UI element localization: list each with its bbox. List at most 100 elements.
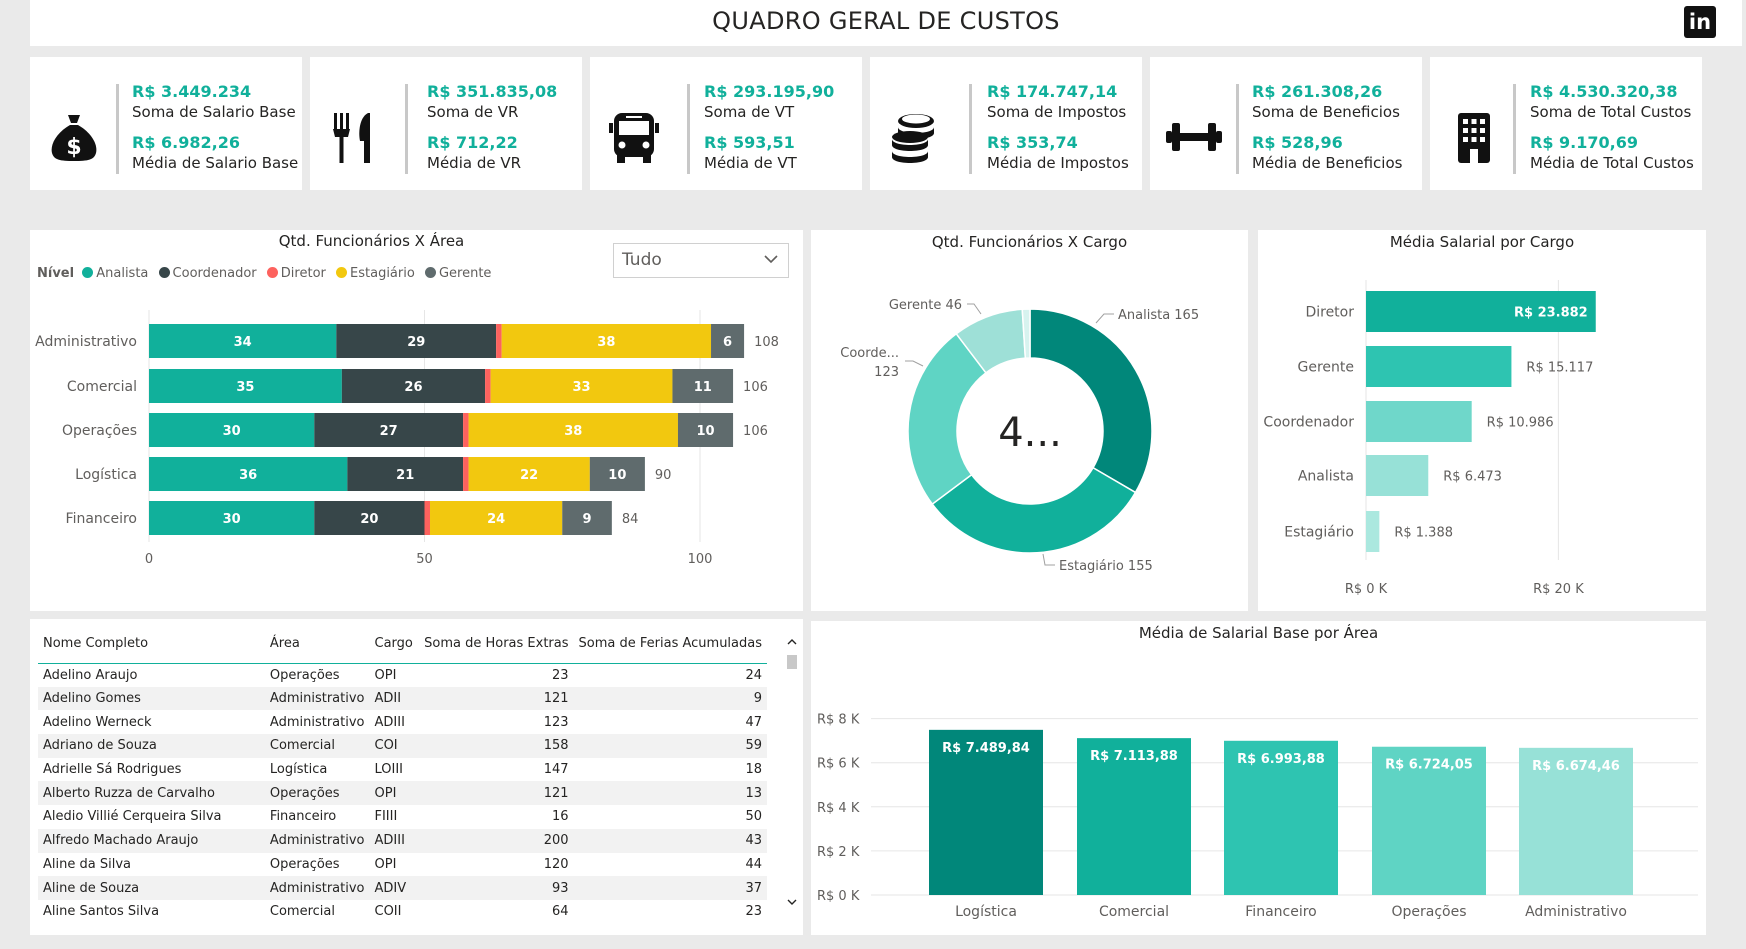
- table-row[interactable]: Adelino Werneck Administrativo ADIII 123 47: [38, 710, 767, 734]
- table-row[interactable]: Adrielle Sá Rodrigues Logística LOIII 147 18: [38, 758, 767, 782]
- kpi-avg-label: Média de VT: [704, 154, 797, 172]
- chevron-down-icon: [764, 255, 778, 264]
- x-tick-label: R$ 0 K: [1345, 582, 1388, 597]
- bar: [1366, 346, 1512, 387]
- legend-item-analista[interactable]: Analista: [82, 266, 148, 281]
- legend-dot: [82, 267, 94, 278]
- table-row[interactable]: Aline Santos Silva Comercial COII 64 23: [38, 900, 767, 924]
- cell-horas-extras: 64: [551, 904, 569, 920]
- kpi-avg-value: R$ 6.982,26: [132, 133, 240, 152]
- leader-line: [1042, 553, 1055, 566]
- column-header-area[interactable]: Área: [264, 625, 370, 664]
- kpi-avg-label: Média de Total Custos: [1530, 154, 1694, 172]
- data-label: 22: [520, 468, 538, 483]
- bar-segment: [485, 369, 491, 403]
- cell-area: Operações: [264, 781, 370, 806]
- scroll-down-icon[interactable]: [787, 897, 797, 907]
- column-header-horas-extras[interactable]: Soma de Horas Extras: [419, 625, 574, 664]
- table-header-row: Nome Completo Área Cargo Soma de Horas E…: [38, 625, 767, 664]
- total-label: 90: [655, 468, 672, 483]
- cell-cargo: ADIII: [374, 714, 405, 730]
- salary-by-role-chart: R$ 0 K R$ 20 K Diretor R$ 23.882 Gerente R$ 1…: [1263, 280, 1596, 597]
- column-header-nome[interactable]: Nome Completo: [38, 625, 265, 664]
- donut-slice: [1021, 308, 1031, 359]
- kpi-sum-value: R$ 261.308,26: [1252, 82, 1383, 101]
- data-label: R$ 10.986: [1487, 416, 1554, 431]
- total-label: 108: [754, 335, 779, 350]
- table-row[interactable]: Adriano de Souza Comercial COI 158 59: [38, 734, 767, 758]
- category-label: Comercial: [67, 379, 137, 395]
- legend-item-gerente[interactable]: Gerente: [424, 266, 492, 281]
- slice-label: Coorde...: [840, 346, 899, 361]
- kpi-sum-label: Soma de Impostos: [987, 103, 1127, 121]
- category-label: Analista: [1298, 469, 1354, 485]
- legend-label: Analista: [96, 266, 149, 281]
- nivel-filter-dropdown[interactable]: Tudo: [613, 243, 789, 278]
- data-label: 36: [239, 468, 257, 483]
- column-header-cargo[interactable]: Cargo: [369, 625, 420, 664]
- data-label: 10: [696, 424, 714, 439]
- bar-segment: [463, 413, 469, 447]
- cell-ferias: 37: [573, 876, 767, 900]
- cell-cargo: ADIII: [369, 828, 420, 853]
- data-label: 21: [396, 468, 414, 483]
- data-label: 11: [694, 380, 712, 395]
- svg-text:$: $: [66, 135, 81, 160]
- legend-item-estagiario[interactable]: Estagiário: [336, 266, 415, 281]
- bar-segment: [149, 457, 348, 491]
- table-row[interactable]: Alfredo Machado Araujo Administrativo ADII…: [38, 828, 767, 853]
- column: [1519, 747, 1633, 895]
- table-row[interactable]: Aledio Villié Cerqueira Silva Financeiro F…: [38, 805, 767, 829]
- cell-ferias: 47: [745, 714, 762, 730]
- linkedin-icon[interactable]: in: [1684, 6, 1716, 38]
- table-row[interactable]: Adelino Gomes Administrativo ADII 121 9: [38, 686, 767, 711]
- legend-label: Gerente: [438, 266, 492, 281]
- table-scrollbar[interactable]: [785, 625, 799, 915]
- category-label: Financeiro: [1245, 904, 1316, 920]
- cell-nome: Aline da Silva: [43, 856, 131, 872]
- table-row[interactable]: Aline de Souza Administrativo ADIV 93 37: [38, 876, 767, 900]
- bar-segment: [341, 369, 486, 403]
- kpi-avg-label: Média de VR: [427, 154, 522, 172]
- employee-table: Nome Completo Área Cargo Soma de Horas E…: [38, 625, 767, 924]
- legend-label: Estagiário: [350, 266, 415, 281]
- kpi-card-total-custos: R$ 4.530.320,38 Soma de Total Custos R$ …: [1430, 57, 1702, 190]
- legend-item-diretor[interactable]: Diretor: [266, 266, 326, 281]
- cell-cargo: OPI: [374, 856, 397, 872]
- bar: [1366, 401, 1472, 442]
- page-title: QUADRO GERAL DE CUSTOS: [712, 7, 1060, 35]
- y-tick-label: R$ 0 K: [817, 889, 860, 904]
- table-row[interactable]: Adelino Araujo Operações OPI 23 24: [38, 663, 767, 687]
- column-header-ferias[interactable]: Soma de Ferias Acumuladas: [573, 625, 767, 664]
- cell-horas-extras: 121: [419, 781, 574, 806]
- data-label: 30: [223, 424, 241, 439]
- kpi-avg-value: R$ 712,22: [427, 133, 518, 152]
- table-row[interactable]: Alberto Ruzza de Carvalho Operações OPI 121…: [38, 781, 767, 806]
- scrollbar-thumb[interactable]: [787, 655, 797, 669]
- cell-horas-extras: 158: [419, 734, 574, 758]
- cell-ferias: 23: [745, 904, 762, 920]
- cell-nome: Adriano de Souza: [38, 734, 265, 758]
- bar-segment: [711, 324, 745, 358]
- data-label: 29: [407, 335, 425, 350]
- data-label: R$ 7.489,84: [942, 741, 1030, 756]
- legend-item-coordenador[interactable]: Coordenador: [158, 266, 257, 281]
- kpi-sum-label: Soma de VR: [427, 103, 519, 121]
- kpi-avg-label: Média de Salario Base: [132, 154, 299, 172]
- data-label: 24: [487, 512, 505, 527]
- legend-label: Coordenador: [172, 266, 257, 281]
- bar-segment: [149, 369, 342, 403]
- cell-area: Operações: [269, 856, 340, 872]
- cargo-donut-title: Qtd. Funcionários X Cargo: [931, 233, 1128, 251]
- table-row[interactable]: Aline da Silva Operações OPI 120 44: [38, 853, 767, 877]
- building-icon: [1458, 113, 1490, 163]
- scroll-up-icon[interactable]: [787, 637, 797, 647]
- data-label: 33: [572, 380, 590, 395]
- data-label: R$ 15.117: [1526, 361, 1593, 376]
- cell-nome: Alberto Ruzza de Carvalho: [38, 781, 265, 806]
- cell-ferias: 13: [573, 781, 767, 806]
- salary-by-area-chart: R$ 0 K R$ 2 K R$ 4 K R$ 6 K R$ 8 K R$ 7.489,8…: [817, 713, 1698, 920]
- data-label: R$ 6.473: [1443, 470, 1502, 485]
- cell-cargo: COI: [369, 734, 420, 758]
- leader-line: [967, 303, 982, 315]
